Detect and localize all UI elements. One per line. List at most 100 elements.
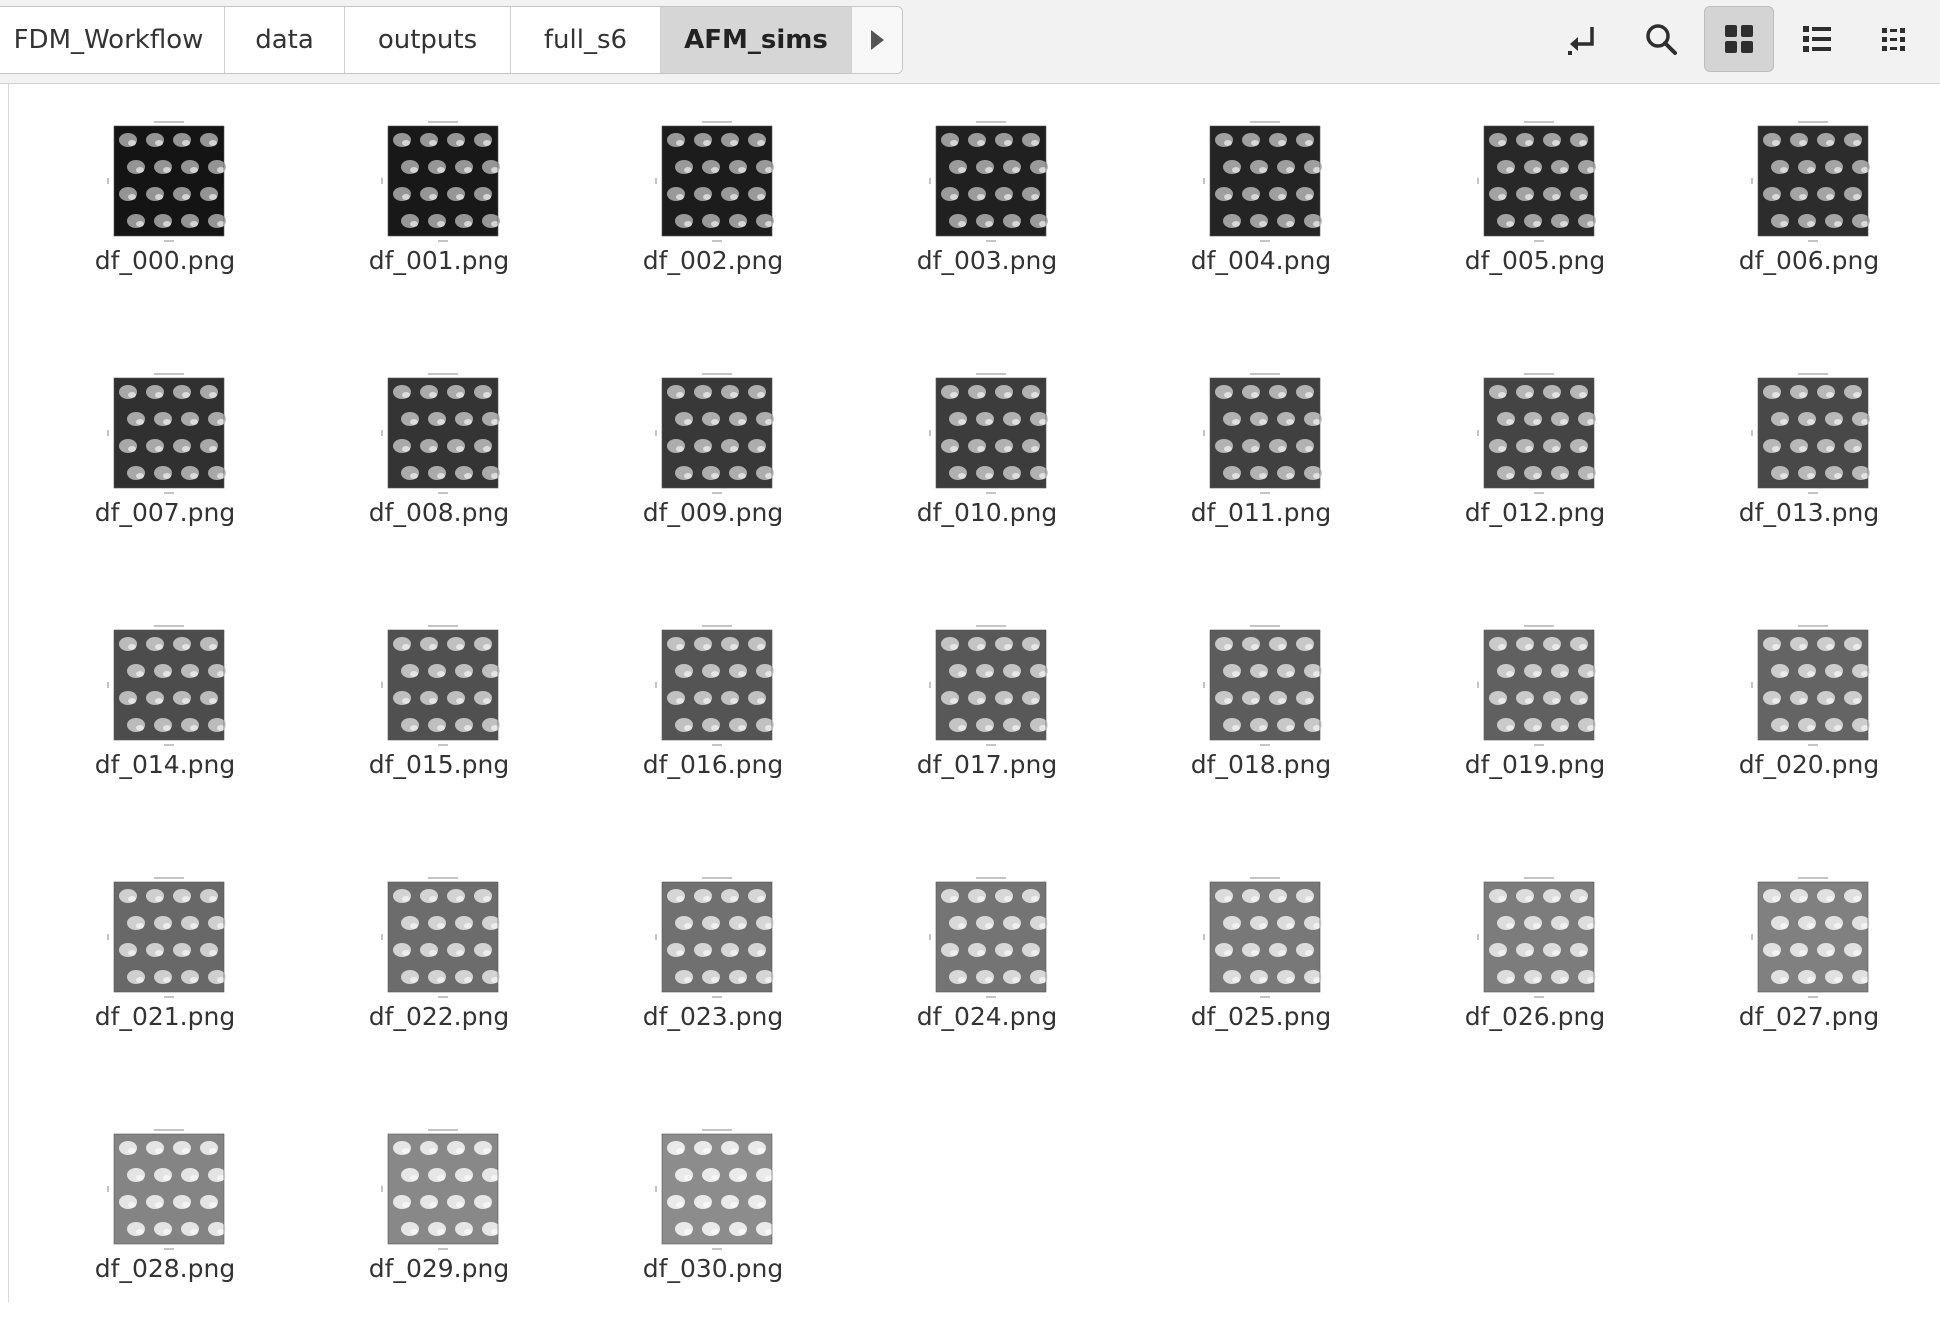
file-grid: df_000.png df_001.png df_002.png df_003.png… xyxy=(0,84,1940,1302)
file-name-label: df_004.png xyxy=(1190,246,1332,275)
image-thumbnail-icon xyxy=(378,874,502,1002)
image-thumbnail-icon xyxy=(1748,118,1872,246)
file-name-label: df_014.png xyxy=(94,750,236,779)
file-item[interactable]: df_009.png xyxy=(606,370,806,570)
file-name-label: df_005.png xyxy=(1464,246,1606,275)
file-item[interactable]: df_018.png xyxy=(1154,622,1354,822)
image-thumbnail-icon xyxy=(1474,622,1598,750)
file-item[interactable]: df_029.png xyxy=(332,1126,532,1326)
file-item[interactable]: df_012.png xyxy=(1428,370,1628,570)
image-thumbnail-icon xyxy=(378,622,502,750)
image-thumbnail-icon xyxy=(104,370,228,498)
breadcrumb-item-full-s6[interactable]: full_s6 xyxy=(511,7,661,73)
file-name-label: df_012.png xyxy=(1464,498,1606,527)
image-thumbnail-icon xyxy=(926,118,1050,246)
breadcrumb: FDM_Workflow data outputs full_s6 AFM_si… xyxy=(0,6,903,74)
image-thumbnail-icon xyxy=(1200,622,1324,750)
image-thumbnail-icon xyxy=(1200,370,1324,498)
image-thumbnail-icon xyxy=(926,874,1050,1002)
file-item[interactable]: df_026.png xyxy=(1428,874,1628,1074)
compact-view-icon xyxy=(1882,28,1905,51)
breadcrumb-next-button[interactable] xyxy=(852,7,902,73)
file-item[interactable]: df_000.png xyxy=(58,118,258,318)
file-item[interactable]: df_020.png xyxy=(1702,622,1902,822)
file-name-label: df_003.png xyxy=(916,246,1058,275)
image-thumbnail-icon xyxy=(1748,874,1872,1002)
file-name-label: df_029.png xyxy=(368,1254,510,1283)
file-item[interactable]: df_016.png xyxy=(606,622,806,822)
breadcrumb-item-outputs[interactable]: outputs xyxy=(345,7,511,73)
file-item[interactable]: df_003.png xyxy=(880,118,1080,318)
file-item[interactable]: df_023.png xyxy=(606,874,806,1074)
search-icon xyxy=(1646,24,1677,55)
list-view-icon xyxy=(1803,26,1831,52)
file-item[interactable]: df_028.png xyxy=(58,1126,258,1326)
file-item[interactable]: df_008.png xyxy=(332,370,532,570)
file-name-label: df_015.png xyxy=(368,750,510,779)
file-name-label: df_018.png xyxy=(1190,750,1332,779)
file-item[interactable]: df_021.png xyxy=(58,874,258,1074)
image-thumbnail-icon xyxy=(652,370,776,498)
file-item[interactable]: df_002.png xyxy=(606,118,806,318)
file-name-label: df_011.png xyxy=(1190,498,1332,527)
compact-view-button[interactable] xyxy=(1860,6,1930,72)
image-thumbnail-icon xyxy=(104,1126,228,1254)
image-thumbnail-icon xyxy=(652,622,776,750)
header-bar: FDM_Workflow data outputs full_s6 AFM_si… xyxy=(0,0,1940,84)
file-item[interactable]: df_005.png xyxy=(1428,118,1628,318)
file-item[interactable]: df_025.png xyxy=(1154,874,1354,1074)
file-name-label: df_022.png xyxy=(368,1002,510,1031)
file-name-label: df_000.png xyxy=(94,246,236,275)
file-item[interactable]: df_013.png xyxy=(1702,370,1902,570)
breadcrumb-item-fdm-workflow[interactable]: FDM_Workflow xyxy=(0,7,225,73)
file-name-label: df_009.png xyxy=(642,498,784,527)
file-item[interactable]: df_004.png xyxy=(1154,118,1354,318)
file-name-label: df_028.png xyxy=(94,1254,236,1283)
image-thumbnail-icon xyxy=(926,370,1050,498)
return-arrow-icon xyxy=(1568,27,1594,55)
image-thumbnail-icon xyxy=(378,1126,502,1254)
file-item[interactable]: df_015.png xyxy=(332,622,532,822)
file-name-label: df_001.png xyxy=(368,246,510,275)
breadcrumb-label: data xyxy=(255,25,314,55)
return-arrow-button[interactable] xyxy=(1548,6,1618,72)
search-button[interactable] xyxy=(1626,6,1696,72)
file-item[interactable]: df_014.png xyxy=(58,622,258,822)
file-name-label: df_027.png xyxy=(1738,1002,1880,1031)
file-item[interactable]: df_001.png xyxy=(332,118,532,318)
image-thumbnail-icon xyxy=(1200,874,1324,1002)
image-thumbnail-icon xyxy=(104,874,228,1002)
image-thumbnail-icon xyxy=(104,622,228,750)
file-item[interactable]: df_024.png xyxy=(880,874,1080,1074)
file-item[interactable]: df_027.png xyxy=(1702,874,1902,1074)
file-item[interactable]: df_006.png xyxy=(1702,118,1902,318)
file-item[interactable]: df_007.png xyxy=(58,370,258,570)
grid-view-button[interactable] xyxy=(1704,6,1774,72)
chevron-right-icon xyxy=(871,30,884,50)
list-view-button[interactable] xyxy=(1782,6,1852,72)
image-thumbnail-icon xyxy=(1748,370,1872,498)
image-thumbnail-icon xyxy=(926,622,1050,750)
file-name-label: df_010.png xyxy=(916,498,1058,527)
file-name-label: df_026.png xyxy=(1464,1002,1606,1031)
file-name-label: df_025.png xyxy=(1190,1002,1332,1031)
file-item[interactable]: df_010.png xyxy=(880,370,1080,570)
file-name-label: df_030.png xyxy=(642,1254,784,1283)
file-item[interactable]: df_017.png xyxy=(880,622,1080,822)
breadcrumb-item-data[interactable]: data xyxy=(225,7,345,73)
file-item[interactable]: df_022.png xyxy=(332,874,532,1074)
breadcrumb-label: full_s6 xyxy=(543,25,628,55)
file-item[interactable]: df_011.png xyxy=(1154,370,1354,570)
file-name-label: df_017.png xyxy=(916,750,1058,779)
file-name-label: df_002.png xyxy=(642,246,784,275)
image-thumbnail-icon xyxy=(1200,118,1324,246)
image-thumbnail-icon xyxy=(1474,874,1598,1002)
file-name-label: df_016.png xyxy=(642,750,784,779)
file-name-label: df_008.png xyxy=(368,498,510,527)
image-thumbnail-icon xyxy=(1474,370,1598,498)
file-item[interactable]: df_019.png xyxy=(1428,622,1628,822)
file-item[interactable]: df_030.png xyxy=(606,1126,806,1326)
breadcrumb-item-afm-sims[interactable]: AFM_sims xyxy=(661,7,852,73)
breadcrumb-label: FDM_Workflow xyxy=(13,25,204,55)
sidebar-divider xyxy=(8,84,9,1302)
